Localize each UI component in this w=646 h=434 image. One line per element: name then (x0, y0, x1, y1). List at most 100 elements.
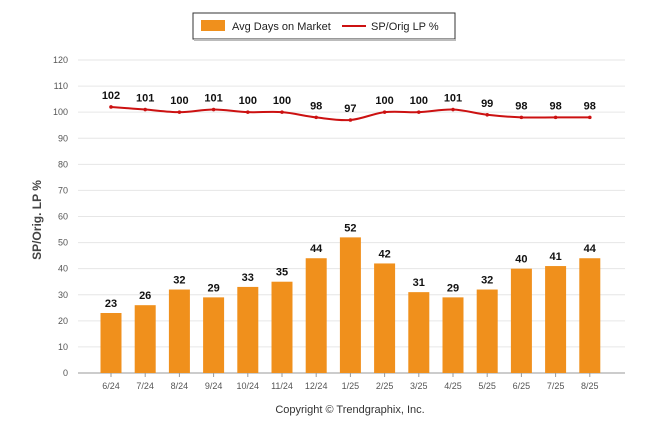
y-tick-label: 70 (58, 185, 68, 195)
x-tick-label: 8/25 (581, 381, 599, 391)
line-value-label: 98 (310, 100, 322, 112)
line-value-label: 100 (410, 95, 428, 107)
line-point (211, 107, 216, 112)
bar (476, 289, 498, 373)
bar-value-label: 32 (173, 275, 185, 287)
y-tick-label: 50 (58, 238, 68, 248)
bar-value-label: 44 (584, 243, 597, 255)
x-tick-label: 6/25 (513, 381, 531, 391)
bar-value-label: 29 (207, 282, 219, 294)
bar-value-label: 31 (413, 277, 425, 289)
line-value-label: 101 (444, 93, 462, 105)
line-value-label: 99 (481, 98, 493, 110)
line-point (109, 105, 113, 109)
x-axis-ticks: 6/24 7/24 8/24 9/24 10/24 11/24 12/24 1/25 2/25 3… (102, 373, 599, 391)
bar-value-label: 23 (105, 298, 117, 310)
x-tick-label: 4/25 (444, 381, 462, 391)
y-axis-ticks: 0 10 20 30 40 50 60 70 80 90 100 110 120 (53, 55, 68, 378)
bar (305, 258, 327, 373)
x-tick-label: 8/24 (171, 381, 189, 391)
bar (237, 286, 259, 373)
line-value-label: 102 (102, 90, 120, 102)
legend: Avg Days on Market SP/Orig LP % (192, 12, 456, 41)
line-value-label: 101 (136, 93, 154, 105)
line-point (280, 110, 284, 114)
bar-value-label: 29 (447, 282, 459, 294)
bar-value-label: 44 (310, 243, 323, 255)
bar-value-label: 41 (549, 251, 561, 263)
line-value-label: 100 (239, 95, 257, 107)
legend-box (192, 12, 456, 40)
bar (442, 297, 464, 373)
line-value-label: 101 (204, 93, 222, 105)
y-tick-label: 40 (58, 264, 68, 274)
line-point (143, 107, 147, 112)
line-value-label: 98 (584, 100, 596, 112)
copyright-text: Copyright © Trendgraphix, Inc. (275, 404, 424, 416)
y-tick-label: 0 (63, 368, 68, 378)
line-point (588, 115, 592, 120)
bar (579, 258, 601, 373)
bar-value-label: 40 (515, 254, 527, 266)
line-series: 102 101 100 101 100 100 98 97 100 100 101 99 98 98 98 (102, 90, 596, 122)
bar-value-label: 42 (378, 248, 390, 260)
y-axis-label: SP/Orig. LP % (30, 180, 44, 260)
line-point (519, 115, 524, 120)
line-point (246, 110, 250, 114)
bar (374, 263, 396, 373)
x-tick-label: 5/25 (478, 381, 496, 391)
x-tick-label: 7/25 (547, 381, 565, 391)
line-point (485, 112, 490, 117)
bar (134, 305, 156, 373)
bar (271, 281, 293, 373)
bar-value-label: 35 (276, 267, 288, 279)
bar (100, 313, 122, 373)
bar (339, 237, 361, 373)
y-tick-label: 30 (58, 290, 68, 300)
y-tick-label: 20 (58, 316, 68, 326)
line-value-label: 100 (170, 95, 188, 107)
bar (408, 292, 430, 373)
y-tick-label: 90 (58, 133, 68, 143)
y-tick-label: 120 (53, 55, 68, 65)
bar (510, 268, 532, 373)
bar-value-label: 52 (344, 222, 356, 234)
y-tick-label: 100 (53, 107, 68, 117)
line-value-label: 98 (549, 100, 561, 112)
x-tick-label: 12/24 (305, 381, 328, 391)
bar (168, 289, 190, 373)
legend-bar-swatch (201, 20, 225, 31)
bar (203, 297, 225, 373)
x-tick-label: 2/25 (376, 381, 394, 391)
y-tick-label: 60 (58, 212, 68, 222)
line-point (417, 110, 421, 114)
bar (545, 266, 567, 373)
line-value-label: 97 (344, 103, 356, 115)
bar-series: 23 26 32 29 33 35 44 52 42 31 29 32 40 41 44 (100, 222, 601, 373)
x-tick-label: 9/24 (205, 381, 223, 391)
bar-value-label: 26 (139, 290, 151, 302)
bar-value-label: 32 (481, 275, 493, 287)
x-tick-label: 11/24 (271, 381, 293, 391)
y-tick-label: 10 (58, 342, 68, 352)
legend-bar-label: Avg Days on Market (232, 21, 331, 33)
x-tick-label: 3/25 (410, 381, 428, 391)
legend-line-label: SP/Orig LP % (371, 21, 439, 33)
line-value-label: 100 (273, 95, 291, 107)
line-point (348, 118, 353, 122)
x-tick-label: 10/24 (237, 381, 260, 391)
line-point (382, 110, 387, 114)
line-point (451, 107, 455, 112)
y-tick-label: 110 (54, 81, 68, 91)
line-value-label: 98 (515, 100, 527, 112)
y-tick-label: 80 (58, 159, 68, 169)
line-value-label: 100 (375, 95, 393, 107)
line-point (553, 115, 558, 120)
line-point (314, 115, 319, 120)
x-tick-label: 1/25 (342, 381, 360, 391)
bar-value-label: 33 (242, 272, 254, 284)
x-tick-label: 6/24 (102, 381, 120, 391)
x-tick-label: 7/24 (136, 381, 154, 391)
line-point (177, 110, 182, 114)
